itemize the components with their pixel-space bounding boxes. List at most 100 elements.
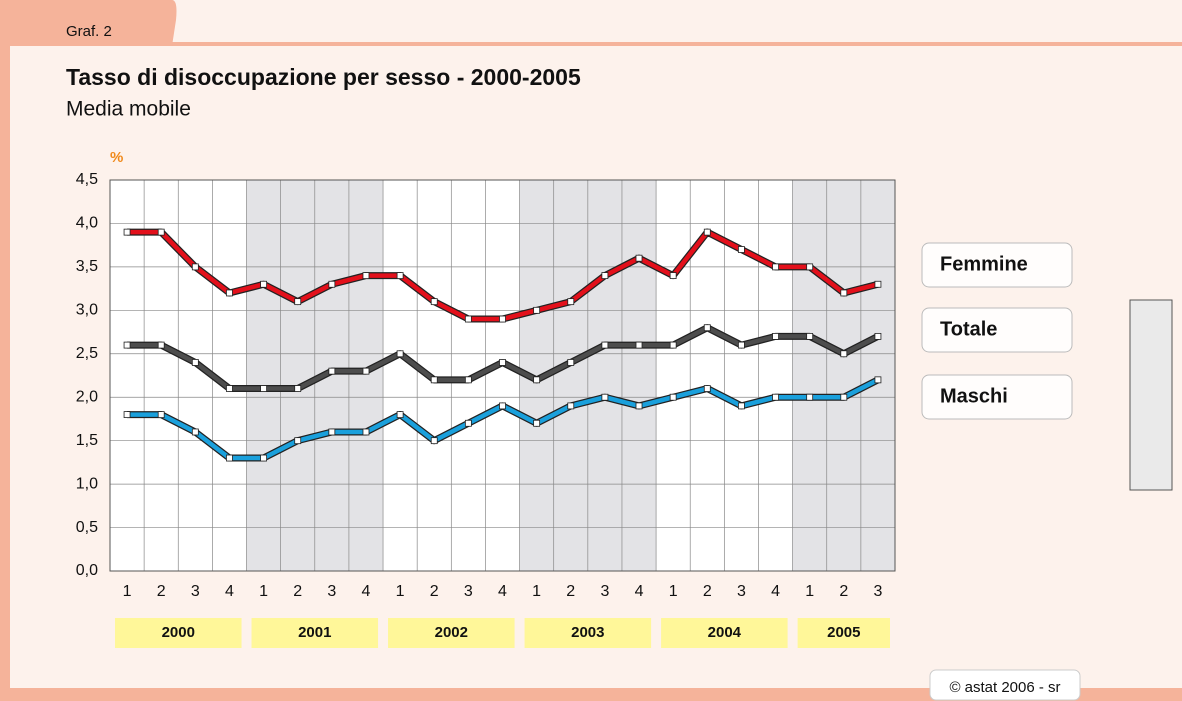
legend-label: Maschi [940, 385, 1008, 407]
y-tick-label: 3,5 [76, 258, 98, 275]
point-marker [568, 359, 574, 365]
plot-background [110, 180, 895, 571]
x-tick-label: 4 [771, 583, 780, 600]
x-tick-label: 4 [498, 583, 507, 600]
point-marker [602, 342, 608, 348]
point-marker [807, 394, 813, 400]
point-marker [431, 299, 437, 305]
x-tick-label: 3 [327, 583, 336, 600]
x-tick-label: 4 [362, 583, 371, 600]
year-label: 2002 [435, 624, 468, 641]
x-tick-label: 2 [566, 583, 575, 600]
point-marker [226, 386, 232, 392]
point-marker [158, 412, 164, 418]
point-marker [431, 377, 437, 383]
x-tick-label: 1 [259, 583, 268, 600]
point-marker [841, 394, 847, 400]
point-marker [465, 377, 471, 383]
year-label: 2000 [162, 624, 195, 641]
point-marker [534, 307, 540, 313]
x-tick-label: 4 [225, 583, 234, 600]
point-marker [841, 351, 847, 357]
year-shade [793, 180, 895, 571]
y-tick-label: 0,0 [76, 562, 98, 579]
point-marker [841, 290, 847, 296]
point-marker [329, 281, 335, 287]
point-marker [465, 316, 471, 322]
point-marker [261, 455, 267, 461]
x-tick-label: 2 [703, 583, 712, 600]
point-marker [738, 342, 744, 348]
point-marker [773, 394, 779, 400]
point-marker [704, 325, 710, 331]
point-marker [397, 351, 403, 357]
point-marker [158, 342, 164, 348]
point-marker [500, 316, 506, 322]
x-tick-label: 1 [123, 583, 132, 600]
x-tick-label: 2 [157, 583, 166, 600]
point-marker [261, 386, 267, 392]
point-marker [500, 359, 506, 365]
chart-subtitle: Media mobile [66, 98, 191, 121]
point-marker [226, 290, 232, 296]
point-marker [636, 342, 642, 348]
point-marker [807, 333, 813, 339]
x-tick-label: 1 [532, 583, 541, 600]
point-marker [670, 342, 676, 348]
point-marker [192, 359, 198, 365]
point-marker [773, 333, 779, 339]
point-marker [704, 386, 710, 392]
x-tick-label: 1 [396, 583, 405, 600]
point-marker [704, 229, 710, 235]
point-marker [363, 368, 369, 374]
legend-label: Totale [940, 318, 997, 340]
point-marker [124, 229, 130, 235]
y-tick-label: 1,5 [76, 432, 98, 449]
x-tick-label: 2 [839, 583, 848, 600]
point-marker [534, 420, 540, 426]
point-marker [465, 420, 471, 426]
point-marker [295, 386, 301, 392]
y-tick-label: 1,0 [76, 475, 98, 492]
y-tick-label: 2,0 [76, 388, 98, 405]
x-tick-label: 1 [669, 583, 678, 600]
y-unit: % [110, 149, 123, 166]
y-tick-label: 0,5 [76, 519, 98, 536]
point-marker [397, 412, 403, 418]
point-marker [158, 229, 164, 235]
y-tick-label: 3,0 [76, 302, 98, 319]
point-marker [261, 281, 267, 287]
point-marker [192, 264, 198, 270]
legend-label: Femmine [940, 253, 1028, 275]
x-tick-label: 2 [430, 583, 439, 600]
point-marker [738, 247, 744, 253]
point-marker [500, 403, 506, 409]
point-marker [534, 377, 540, 383]
x-tick-label: 2 [293, 583, 302, 600]
point-marker [329, 429, 335, 435]
point-marker [875, 333, 881, 339]
point-marker [124, 342, 130, 348]
point-marker [431, 438, 437, 444]
year-label: 2001 [298, 624, 331, 641]
x-tick-label: 1 [805, 583, 814, 600]
point-marker [295, 438, 301, 444]
point-marker [670, 394, 676, 400]
left-border [0, 0, 10, 701]
point-marker [295, 299, 301, 305]
point-marker [124, 412, 130, 418]
chart: Graf. 2 Tasso di disoccupazione per sess… [0, 0, 1182, 701]
y-tick-label: 2,5 [76, 345, 98, 362]
x-tick-label: 3 [191, 583, 200, 600]
chart-title: Tasso di disoccupazione per sesso - 2000… [66, 64, 581, 90]
tab-label: Graf. 2 [66, 23, 112, 40]
x-tick-label: 3 [464, 583, 473, 600]
point-marker [226, 455, 232, 461]
x-tick-label: 3 [737, 583, 746, 600]
point-marker [397, 273, 403, 279]
point-marker [807, 264, 813, 270]
point-marker [636, 403, 642, 409]
year-label: 2005 [827, 624, 860, 641]
x-tick-label: 3 [600, 583, 609, 600]
footer: © astat 2006 - sr [949, 679, 1060, 696]
